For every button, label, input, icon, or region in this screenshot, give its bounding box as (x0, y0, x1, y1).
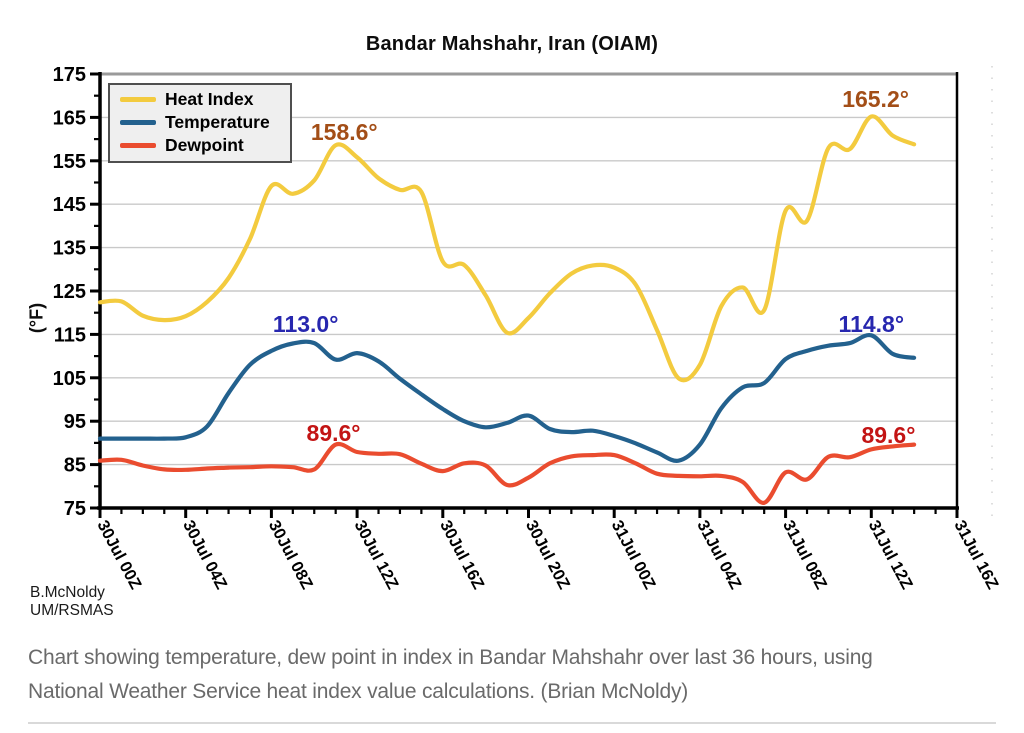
author-credit-name: B.McNoldy (30, 584, 105, 601)
x-tick-label: 31Jul 08Z (779, 517, 830, 592)
chart-canvas: 175 165 155 145 135 125 115 105 95 85 75 30Jul 00Z 3… (53, 64, 1002, 592)
x-tick-label: 30Jul 00Z (93, 517, 144, 592)
dewpoint-line (97, 441, 917, 505)
caption-line-2: National Weather Service heat index valu… (28, 680, 689, 703)
x-tick-label: 30Jul 08Z (265, 517, 316, 592)
x-tick-label: 30Jul 12Z (351, 517, 402, 592)
image-caption: Chart showing temperature, dew point in … (28, 641, 988, 709)
heat-index-line (97, 114, 917, 383)
x-tick-label: 31Jul 00Z (608, 517, 659, 592)
author-credit-affiliation: UM/RSMAS (30, 601, 114, 619)
x-tick-label: 31Jul 12Z (865, 517, 916, 592)
x-tick-label: 30Jul 16Z (436, 517, 487, 592)
x-tick-label: 30Jul 04Z (179, 517, 230, 592)
y-tick-label: 155 (53, 151, 86, 173)
caption-line-1: Chart showing temperature, dew point in … (28, 646, 873, 669)
y-tick-label: 165 (53, 107, 86, 129)
section-divider (28, 722, 996, 724)
legend-item-temperature: Temperature (110, 111, 290, 134)
legend-item-dewpoint: Dewpoint (110, 134, 290, 157)
annotation-label: 89.6° (861, 422, 915, 448)
chart-title: Bandar Mahshahr, Iran (OIAM) (365, 33, 659, 55)
y-tick-label: 85 (64, 455, 86, 477)
legend-label-dewpoint: Dewpoint (165, 135, 244, 155)
legend-item-heat-index: Heat Index (110, 88, 290, 111)
annotation-label: 165.2° (842, 86, 909, 112)
y-tick-label: 95 (64, 411, 86, 433)
dewpoint-line-swatch (120, 143, 156, 148)
weather-chart-figure: 175 165 155 145 135 125 115 105 95 85 75 30Jul 00Z 3… (26, 33, 1002, 619)
temperature-line-swatch (120, 120, 156, 125)
y-tick-label: 75 (64, 498, 86, 520)
y-tick-label: 115 (54, 324, 86, 346)
y-tick-label: 135 (53, 238, 86, 260)
annotation-label: 89.6° (307, 420, 361, 446)
x-tick-label: 31Jul 16Z (950, 517, 1001, 592)
y-tick-label: 175 (53, 64, 86, 86)
author-credit: B.McNoldy UM/RSMAS (30, 584, 114, 619)
annotation-label: 114.8° (839, 311, 905, 337)
heat-index-line-swatch (120, 97, 156, 102)
y-tick-label: 125 (53, 281, 86, 303)
y-tick-label: 105 (53, 368, 86, 390)
temperature-line (97, 332, 917, 463)
x-tick-label: 30Jul 20Z (522, 517, 573, 592)
chart-legend: Heat Index Temperature Dewpoint (108, 83, 292, 163)
legend-label-temperature: Temperature (165, 112, 270, 132)
y-axis-label: (°F) (26, 302, 47, 334)
legend-label-heat-index: Heat Index (165, 89, 254, 109)
x-tick-label: 31Jul 04Z (693, 517, 744, 592)
annotation-label: 158.6° (311, 119, 378, 145)
annotation-label: 113.0° (273, 311, 339, 337)
y-tick-label: 145 (53, 194, 86, 216)
